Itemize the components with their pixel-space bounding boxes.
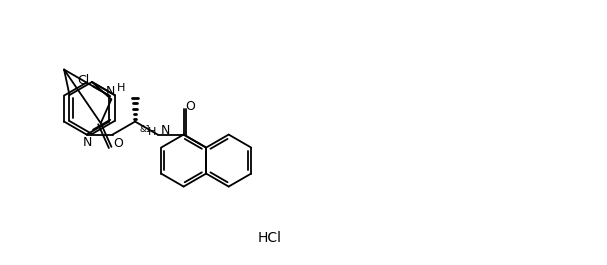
Text: H: H bbox=[117, 83, 126, 93]
Text: N: N bbox=[161, 123, 170, 136]
Text: N: N bbox=[83, 136, 92, 149]
Text: HCl: HCl bbox=[258, 231, 282, 245]
Text: Cl: Cl bbox=[78, 74, 90, 87]
Text: N: N bbox=[106, 85, 115, 98]
Text: &1: &1 bbox=[139, 125, 151, 134]
Text: O: O bbox=[186, 100, 195, 113]
Text: O: O bbox=[114, 137, 123, 150]
Text: H: H bbox=[148, 127, 157, 136]
